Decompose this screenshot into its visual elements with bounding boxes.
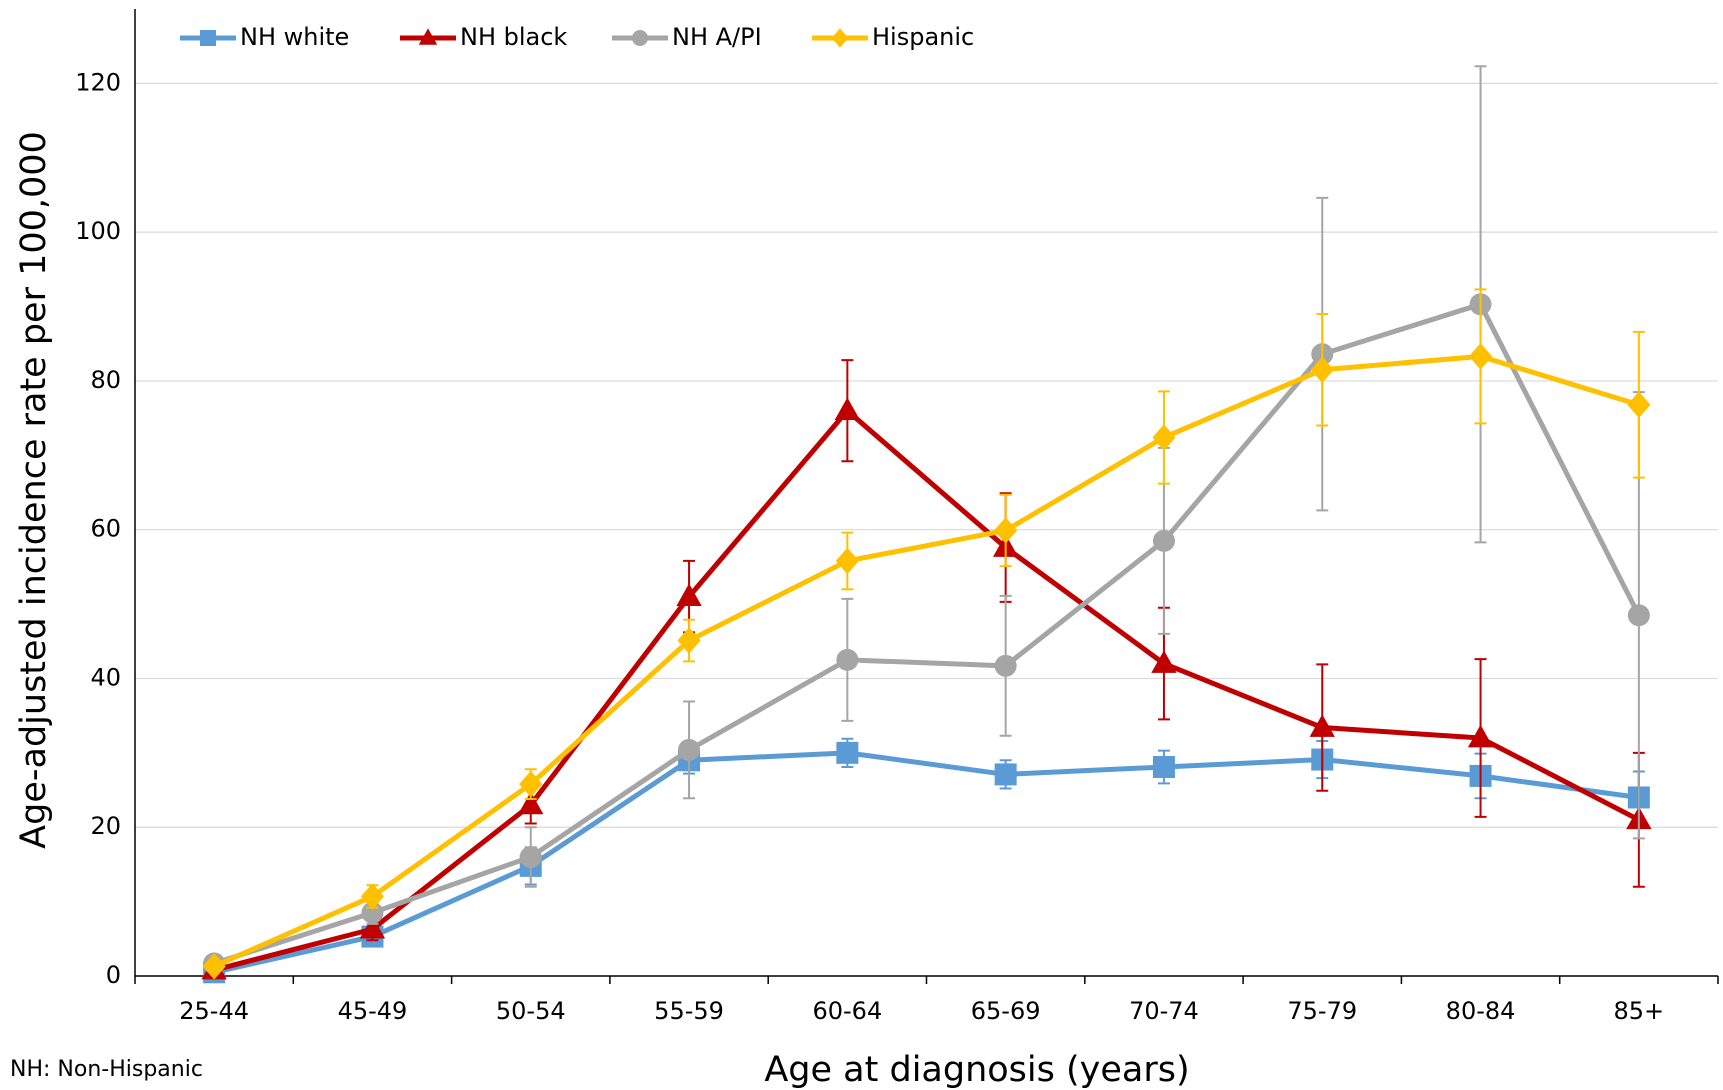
marker [1467, 724, 1494, 748]
legend-label: NH black [460, 23, 567, 51]
marker [1152, 529, 1175, 552]
y-axis-title: Age-adjusted incidence rate per 100,000 [14, 131, 54, 849]
series-line [213, 353, 1640, 969]
legend-marker [200, 30, 216, 46]
marker [360, 883, 384, 910]
x-tick-label: 60-64 [812, 997, 882, 1025]
marker [519, 770, 543, 798]
x-tick-label: 70-74 [1129, 997, 1199, 1025]
legend-marker [831, 28, 849, 48]
footnote: NH: Non-Hispanic [10, 1057, 203, 1082]
marker [1152, 755, 1175, 778]
marker [835, 547, 859, 575]
marker [676, 583, 702, 606]
marker [202, 953, 226, 980]
y-tick-label: 100 [75, 217, 121, 245]
marker [994, 517, 1018, 544]
x-tick-label: 55-59 [654, 997, 724, 1025]
y-tick-label: 80 [90, 366, 121, 394]
x-tick-label: 50-54 [496, 997, 566, 1025]
series-line [213, 750, 1640, 975]
x-tick-label: 65-69 [971, 997, 1041, 1025]
series-line [213, 408, 1640, 973]
marker [1152, 424, 1176, 451]
y-tick-label: 120 [75, 68, 121, 96]
legend-label: Hispanic [872, 23, 974, 51]
marker [836, 741, 859, 764]
marker [1310, 356, 1334, 383]
y-tick-label: 0 [106, 961, 121, 989]
legend-label: NH A/PI [672, 23, 762, 51]
x-tick-label: 45-49 [338, 997, 408, 1025]
x-tick-label: 25-44 [179, 997, 249, 1025]
x-tick-label: 85+ [1614, 997, 1665, 1025]
marker [1627, 391, 1651, 418]
marker [994, 654, 1017, 677]
x-tick-label: 75-79 [1287, 997, 1357, 1025]
marker [518, 791, 544, 815]
marker [836, 648, 859, 671]
marker [1627, 604, 1650, 627]
x-tick-label: 80-84 [1446, 997, 1516, 1025]
legend-marker [418, 28, 438, 45]
marker [677, 627, 701, 654]
y-tick-label: 40 [90, 663, 121, 691]
legend-marker [632, 30, 648, 46]
marker [1469, 343, 1493, 370]
series-line [213, 301, 1642, 966]
marker [1151, 650, 1177, 673]
marker [519, 845, 542, 868]
marker [678, 738, 701, 761]
marker [994, 763, 1017, 786]
legend-label: NH white [240, 23, 349, 51]
marker [834, 397, 860, 421]
x-axis-title: Age at diagnosis (years) [764, 1050, 1189, 1090]
y-tick-label: 60 [90, 515, 121, 543]
y-tick-label: 20 [90, 812, 121, 840]
marker [1309, 714, 1335, 737]
marker [359, 915, 386, 939]
